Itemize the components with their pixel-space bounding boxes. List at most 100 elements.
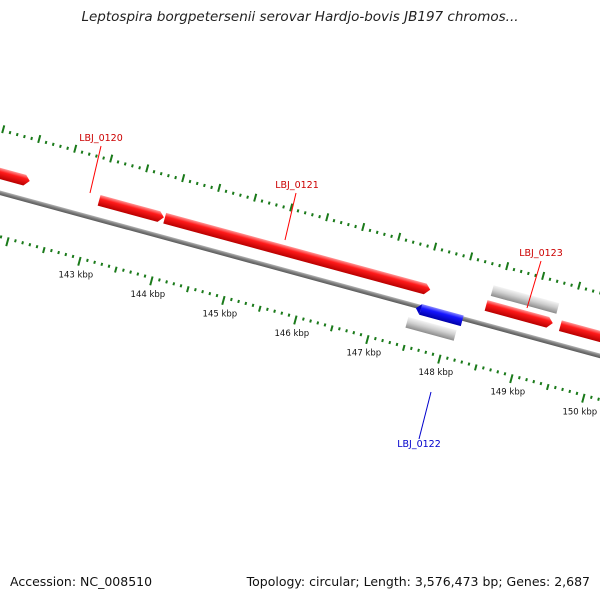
outer-minor-tick: [483, 259, 487, 264]
scale-minor-tick: [28, 243, 32, 247]
scale-minor-tick: [273, 309, 276, 313]
scale-major-tick: [293, 315, 298, 325]
outer-minor-tick: [231, 191, 235, 195]
scale-minor-tick: [575, 391, 579, 396]
scale-minor-tick: [302, 317, 305, 321]
scale-label: 146 kbp: [275, 329, 310, 339]
scale-label: 143 kbp: [59, 270, 94, 280]
scale-minor-tick: [474, 364, 478, 371]
scale-minor-tick: [338, 327, 341, 331]
gene-label-lbj-0122[interactable]: LBJ_0122: [397, 439, 441, 450]
scale-label: 145 kbp: [203, 309, 238, 319]
scale-minor-tick: [402, 344, 406, 352]
outer-minor-tick: [188, 179, 192, 184]
scale-minor-tick: [71, 254, 75, 259]
outer-minor-tick: [267, 201, 271, 205]
accession-text: Accession: NC_008510: [10, 574, 153, 589]
scale-minor-tick: [57, 250, 60, 255]
outer-minor-tick: [152, 170, 156, 174]
outer-minor-tick: [411, 240, 415, 244]
gene-label-lbj-0121[interactable]: LBJ_0121: [275, 180, 319, 191]
outer-major-tick: [433, 242, 438, 251]
scale-minor-tick: [561, 387, 564, 392]
outer-minor-tick: [455, 252, 458, 256]
outer-major-tick: [181, 173, 186, 183]
outer-minor-tick: [303, 211, 307, 215]
gene-arrow-lbj-0120[interactable]: [97, 195, 166, 223]
scale-minor-tick: [136, 272, 140, 276]
scale-minor-tick: [597, 397, 600, 401]
scale-minor-tick: [287, 313, 291, 317]
outer-minor-tick: [404, 238, 408, 242]
outer-major-tick: [217, 183, 222, 193]
scale-minor-tick: [208, 291, 212, 296]
scale-minor-tick: [381, 338, 384, 343]
scale-minor-tick: [546, 383, 550, 391]
scale-tick-ring: [0, 235, 600, 403]
scale-minor-tick: [50, 248, 53, 253]
outer-minor-tick: [419, 242, 422, 246]
outer-minor-tick: [368, 228, 372, 233]
scale-minor-tick: [489, 368, 492, 372]
outer-minor-tick: [440, 248, 444, 252]
outer-minor-tick: [66, 146, 69, 150]
scale-major-tick: [509, 374, 514, 384]
scale-minor-tick: [114, 266, 118, 273]
outer-minor-tick: [59, 144, 62, 149]
scale-minor-tick: [129, 270, 132, 274]
scale-minor-tick: [100, 262, 104, 266]
outer-major-tick: [397, 232, 402, 241]
outer-minor-tick: [296, 209, 300, 213]
gene-arrow-lbj-0119[interactable]: [0, 163, 31, 187]
leader-line-lbj-0123: [526, 260, 542, 309]
scale-minor-tick: [237, 299, 240, 304]
leader-line-lbj-0122: [418, 391, 432, 440]
outer-minor-tick: [426, 244, 429, 248]
gene-label-lbj-0123[interactable]: LBJ_0123: [519, 248, 563, 259]
outer-minor-tick: [87, 152, 91, 156]
scale-minor-tick: [122, 268, 125, 272]
scale-minor-tick: [431, 352, 435, 356]
scale-minor-tick: [446, 356, 449, 360]
outer-major-tick: [577, 281, 582, 290]
outer-minor-tick: [375, 230, 379, 235]
scale-minor-tick: [467, 362, 471, 366]
scale-minor-tick: [186, 286, 190, 293]
outer-minor-tick: [116, 160, 120, 164]
outer-minor-tick: [239, 193, 242, 197]
gene-arrow-lbj-0122[interactable]: [419, 304, 464, 327]
gene-label-lbj-0120[interactable]: LBJ_0120: [79, 133, 123, 144]
outer-minor-tick: [275, 203, 278, 207]
outer-minor-tick: [167, 173, 170, 178]
outer-minor-tick: [354, 224, 357, 229]
outer-major-tick: [145, 164, 150, 173]
feature-gray-lower[interactable]: [405, 316, 457, 341]
scale-label: 147 kbp: [347, 349, 382, 359]
scale-minor-tick: [496, 370, 500, 374]
outer-major-tick: [361, 222, 366, 232]
outer-minor-tick: [159, 171, 163, 176]
outer-minor-tick: [224, 189, 228, 194]
outer-minor-tick: [23, 134, 26, 139]
outer-tick-ring: [1, 125, 600, 295]
outer-minor-tick: [210, 185, 213, 190]
scale-minor-tick: [553, 385, 557, 390]
outer-minor-tick: [260, 199, 264, 203]
gene-arrow-lbj-0123[interactable]: [484, 300, 554, 329]
scale-label: 148 kbp: [419, 368, 454, 378]
outer-minor-tick: [527, 271, 530, 276]
scale-minor-tick: [532, 379, 536, 384]
scale-minor-tick: [453, 358, 456, 362]
gene-arrow-lbj-0121[interactable]: [163, 212, 431, 296]
outer-minor-tick: [332, 218, 336, 223]
outer-minor-tick: [8, 130, 12, 135]
outer-minor-tick: [584, 287, 588, 291]
scale-label: 150 kbp: [562, 407, 597, 417]
outer-major-tick: [253, 193, 258, 202]
scale-minor-tick: [417, 348, 420, 353]
outer-major-tick: [1, 125, 6, 134]
outer-minor-tick: [123, 162, 127, 166]
feature-gray-upper[interactable]: [490, 285, 560, 314]
scale-minor-tick: [0, 235, 3, 239]
